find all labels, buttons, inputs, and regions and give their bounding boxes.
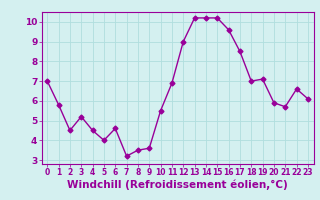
X-axis label: Windchill (Refroidissement éolien,°C): Windchill (Refroidissement éolien,°C) [67,180,288,190]
